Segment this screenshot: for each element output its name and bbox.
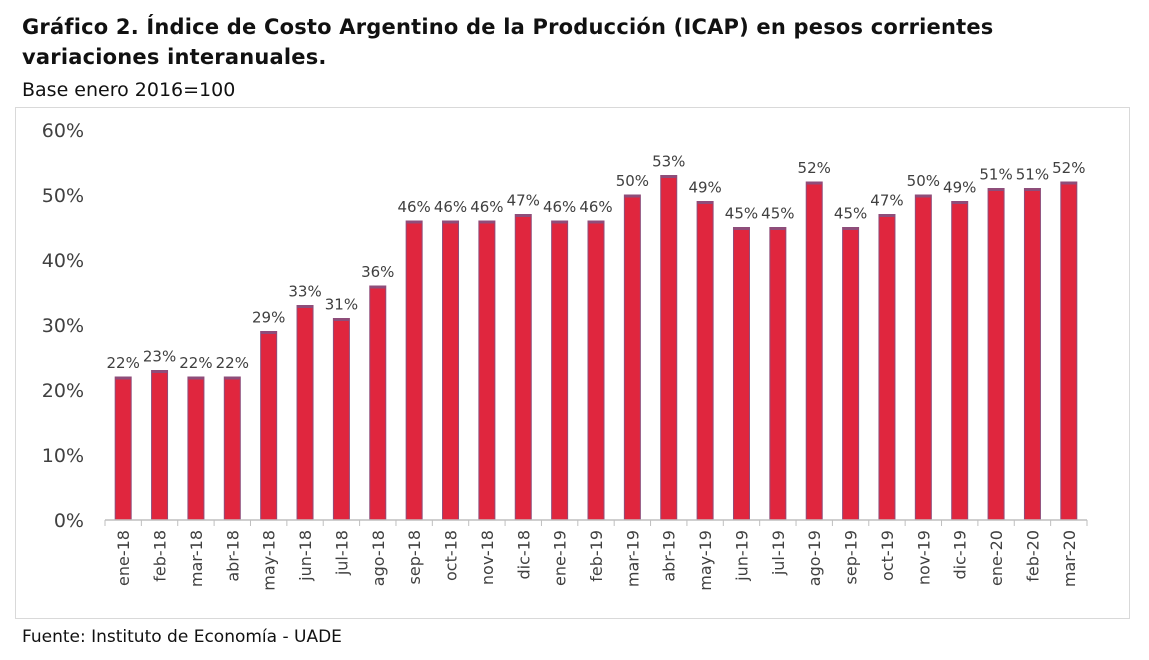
bar <box>1060 181 1078 521</box>
x-tick-label: feb-20 <box>1023 530 1042 582</box>
x-tick-label: sep-18 <box>405 530 424 584</box>
bar <box>405 220 423 521</box>
bar <box>151 370 169 521</box>
x-tick-label: jul-19 <box>769 530 788 576</box>
chart-title-line-2: variaciones interanuales. <box>22 45 327 69</box>
x-tick-label: mar-19 <box>623 530 642 587</box>
y-tick-label: 30% <box>42 315 84 337</box>
x-tick-label: nov-18 <box>478 530 497 585</box>
bar <box>623 194 641 521</box>
bar <box>769 227 787 521</box>
data-label: 53% <box>652 153 685 171</box>
chart-subtitle: Base enero 2016=100 <box>22 79 236 101</box>
x-tick-label: dic-19 <box>951 530 970 580</box>
bar <box>260 331 278 521</box>
bar <box>987 188 1005 521</box>
bar <box>587 220 605 521</box>
x-tick-label: ene-19 <box>551 530 570 586</box>
data-label: 52% <box>1052 159 1085 177</box>
bar <box>223 376 241 521</box>
bar <box>114 376 132 521</box>
data-label: 29% <box>252 309 285 327</box>
x-tick-label: ago-18 <box>369 530 388 586</box>
x-tick-label: jun-18 <box>296 530 315 582</box>
x-tick-label: dic-18 <box>514 530 533 580</box>
data-label: 45% <box>761 205 794 223</box>
data-label: 52% <box>798 159 831 177</box>
data-label: 31% <box>325 296 358 314</box>
bar <box>660 175 678 521</box>
chart-title: Gráfico 2. Índice de Costo Argentino de … <box>22 12 1122 72</box>
bar <box>442 220 460 521</box>
data-label: 51% <box>1016 166 1049 184</box>
bar <box>1023 188 1041 521</box>
data-label: 36% <box>361 263 394 281</box>
bar <box>187 376 205 521</box>
y-tick-label: 10% <box>42 445 84 467</box>
data-label: 47% <box>507 192 540 210</box>
bar <box>514 214 532 521</box>
x-tick-label: feb-18 <box>151 530 170 582</box>
data-label: 50% <box>616 172 649 190</box>
x-tick-label: jun-19 <box>732 530 751 582</box>
data-label: 22% <box>216 354 249 372</box>
y-tick-label: 0% <box>54 510 84 532</box>
data-label: 47% <box>870 192 903 210</box>
x-tick-label: ago-19 <box>805 530 824 586</box>
data-label: 33% <box>288 283 321 301</box>
data-label: 46% <box>579 198 612 216</box>
x-tick-label: feb-19 <box>587 530 606 582</box>
bar <box>296 305 314 521</box>
bar <box>914 194 932 521</box>
x-tick-label: oct-18 <box>442 530 461 581</box>
bar <box>478 220 496 521</box>
data-label: 45% <box>834 205 867 223</box>
chart-frame <box>15 107 1130 619</box>
data-label: 23% <box>143 348 176 366</box>
data-label: 46% <box>397 198 430 216</box>
x-tick-label: may-18 <box>260 530 279 591</box>
x-tick-label: mar-18 <box>187 530 206 587</box>
x-tick-label: jul-18 <box>332 530 351 576</box>
bar <box>332 318 350 521</box>
bar <box>732 227 750 521</box>
y-tick-label: 40% <box>42 250 84 272</box>
bar <box>551 220 569 521</box>
data-label: 46% <box>543 198 576 216</box>
data-label: 49% <box>943 179 976 197</box>
data-label: 51% <box>979 166 1012 184</box>
bar <box>878 214 896 521</box>
x-tick-label: oct-19 <box>878 530 897 581</box>
data-label: 49% <box>688 179 721 197</box>
x-tick-label: abr-18 <box>223 530 242 582</box>
bar <box>369 285 387 521</box>
x-tick-label: sep-19 <box>842 530 861 584</box>
x-tick-label: ene-18 <box>114 530 133 586</box>
data-label: 22% <box>107 354 140 372</box>
source-note: Fuente: Instituto de Economía - UADE <box>22 627 342 647</box>
x-tick-label: abr-19 <box>660 530 679 582</box>
y-tick-label: 60% <box>42 120 84 142</box>
x-tick-label: mar-20 <box>1060 530 1079 587</box>
data-label: 22% <box>179 354 212 372</box>
data-label: 50% <box>907 172 940 190</box>
bar <box>842 227 860 521</box>
x-tick-label: may-19 <box>696 530 715 591</box>
bar <box>951 201 969 521</box>
bar <box>696 201 714 521</box>
chart-title-line-1: Gráfico 2. Índice de Costo Argentino de … <box>22 15 994 39</box>
data-label: 46% <box>470 198 503 216</box>
y-tick-label: 50% <box>42 185 84 207</box>
x-tick-label: nov-19 <box>914 530 933 585</box>
data-label: 45% <box>725 205 758 223</box>
bar <box>805 181 823 521</box>
y-tick-label: 20% <box>42 380 84 402</box>
data-label: 46% <box>434 198 467 216</box>
x-tick-label: ene-20 <box>987 530 1006 586</box>
